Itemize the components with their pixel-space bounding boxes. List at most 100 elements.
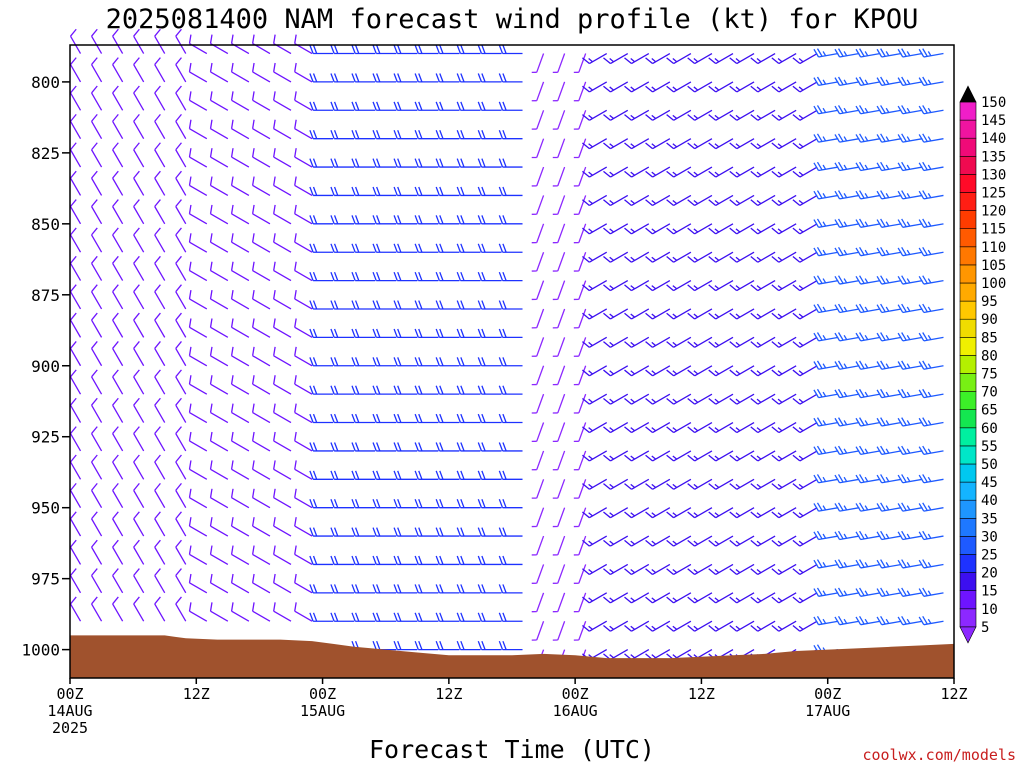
wind-barb [498, 328, 523, 339]
wind-barb [414, 470, 439, 480]
wind-barb [273, 375, 292, 395]
wind-barb [414, 499, 439, 509]
wind-barb [666, 109, 692, 121]
wind-barb [133, 170, 145, 196]
wind-barb [372, 413, 397, 424]
wind-barb [729, 535, 755, 547]
wind-barb [414, 215, 439, 225]
wind-barb [372, 385, 397, 395]
wind-barb [273, 517, 292, 537]
wind-barb [188, 517, 208, 537]
wind-barb [330, 612, 355, 622]
wind-barb [175, 312, 187, 338]
wind-barb [498, 385, 523, 395]
wind-barb [188, 488, 208, 509]
wind-barb [876, 190, 902, 200]
wind-barb [666, 535, 692, 547]
wind-barb [393, 584, 418, 594]
wind-barb [414, 413, 439, 424]
colorbar-label: 50 [981, 457, 998, 473]
wind-barb [666, 280, 692, 292]
wind-barb [498, 186, 523, 197]
wind-barb [435, 243, 460, 253]
wind-barb [498, 555, 523, 566]
wind-barb [897, 161, 923, 172]
wind-barb [273, 573, 292, 594]
wind-barb [188, 148, 208, 168]
wind-barb [309, 44, 334, 55]
wind-barb [351, 300, 376, 310]
wind-barb [624, 166, 650, 178]
wind-barb [230, 233, 250, 253]
wind-barb [708, 109, 734, 121]
wind-barb [154, 284, 166, 310]
x-tick-label: 16AUG [553, 702, 598, 720]
wind-barb [645, 421, 671, 434]
wind-barb [154, 85, 166, 111]
wind-barb [813, 48, 839, 58]
wind-barb [813, 76, 839, 87]
wind-barb [435, 215, 460, 225]
wind-barb [603, 52, 629, 65]
wind-barb [209, 148, 229, 168]
wind-barb [531, 223, 545, 244]
wind-barb [154, 341, 166, 367]
wind-barb [813, 474, 839, 484]
wind-barb [477, 640, 502, 651]
wind-barb [582, 478, 608, 490]
colorbar-segment [959, 463, 977, 483]
wind-barb [498, 442, 523, 452]
wind-barb [294, 289, 313, 310]
wind-barb [708, 308, 734, 320]
wind-barb [624, 592, 650, 604]
wind-barb [393, 328, 418, 339]
wind-barb [69, 482, 82, 509]
wind-barb [708, 194, 734, 207]
wind-barb [393, 612, 418, 622]
wind-barb [855, 133, 881, 143]
wind-barb [112, 454, 124, 480]
wind-barb [708, 421, 734, 434]
wind-barb [91, 170, 103, 196]
wind-barb [133, 341, 145, 367]
wind-barb [666, 194, 692, 207]
wind-barb [69, 369, 82, 395]
wind-barb [645, 251, 671, 263]
wind-barb [855, 48, 881, 58]
wind-barb [834, 474, 860, 484]
wind-barb [918, 332, 944, 342]
wind-barb [435, 158, 460, 168]
wind-barb [771, 535, 797, 547]
wind-barb [750, 138, 776, 150]
wind-barb [687, 52, 713, 65]
wind-barb [645, 308, 671, 320]
wind-barb [414, 640, 439, 651]
wind-barb [834, 133, 860, 143]
wind-barb [91, 255, 103, 281]
wind-barb [330, 158, 355, 168]
wind-barb [750, 251, 776, 263]
wind-barb [834, 616, 860, 626]
wind-barb [771, 336, 797, 348]
wind-barb [750, 592, 776, 604]
wind-barb [330, 442, 355, 452]
wind-barb [456, 300, 481, 310]
wind-barb [897, 48, 923, 58]
wind-barb [414, 555, 439, 566]
wind-barb [855, 502, 881, 512]
wind-barb [456, 44, 481, 55]
wind-barb [834, 275, 860, 285]
wind-barb [154, 255, 166, 281]
wind-barb [309, 385, 334, 395]
wind-barb [687, 81, 713, 93]
wind-barb [771, 421, 797, 434]
wind-barb [112, 511, 124, 537]
wind-barb [750, 535, 776, 547]
wind-barb [393, 385, 418, 395]
wind-barb [666, 620, 692, 632]
wind-barb [531, 564, 545, 584]
wind-barb [251, 488, 271, 509]
wind-barb [876, 616, 902, 626]
wind-barb [414, 243, 439, 253]
colorbar-segment [959, 355, 977, 374]
